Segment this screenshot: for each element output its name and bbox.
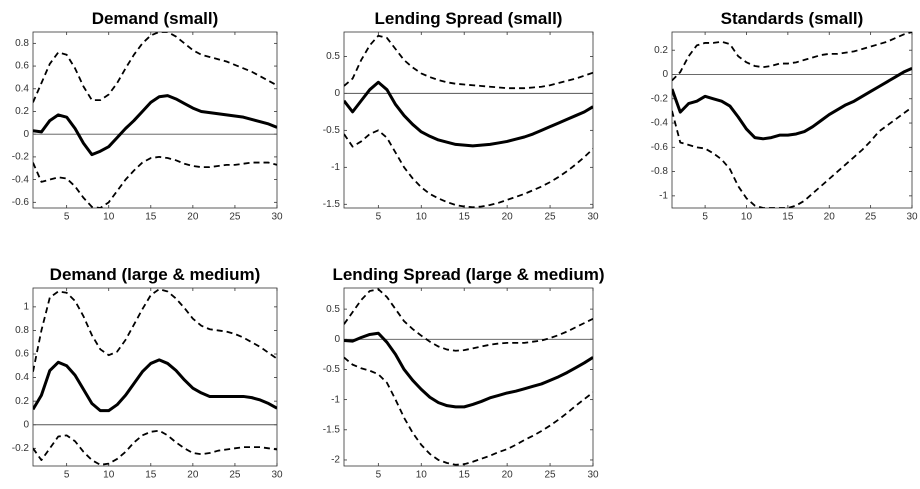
x-tick-label: 15 [459,212,471,223]
axes-box [671,31,913,209]
x-tick-label: 20 [824,212,836,223]
y-tick-label: 0.2 [15,106,29,117]
x-tick-label: 30 [271,470,283,481]
panel-title: Demand (large & medium) [50,265,261,284]
panel: Standards (small) -1 -0.8 -0.6 -0.4 -0.2 0 0.2 5… [651,9,918,223]
x-tick-label: 5 [64,470,70,481]
plot-area [344,34,593,208]
y-tick-label: 0 [334,334,340,345]
y-tick-label: -1 [331,394,340,405]
y-tick-label: -1 [659,191,668,202]
series-line [33,429,277,466]
y-tick-label: -0.6 [12,197,30,208]
y-tick-label: -0.2 [651,93,669,104]
plot-area [672,32,912,208]
x-tick-label: 10 [416,470,428,481]
x-tick-label: 30 [271,212,283,223]
series-line [344,356,593,466]
panel: Demand (large & medium) -0.2 0 0.2 0.4 0.6 0.8… [12,265,283,481]
x-tick-label: 15 [145,212,157,223]
y-tick-label: 0.5 [326,51,340,62]
series-line [344,331,593,409]
x-tick-label: 15 [782,212,794,223]
panel-title: Lending Spread (large & medium) [332,265,604,284]
y-tick-label: 0.6 [15,61,29,72]
x-tick-label: 20 [502,212,514,223]
y-tick-label: -0.2 [12,443,30,454]
y-tick-label: 0.6 [15,349,29,360]
x-tick-label: 30 [587,212,599,223]
axes-box [343,287,594,467]
x-tick-label: 5 [376,470,382,481]
series-line [672,106,912,208]
y-tick-label: -1 [331,162,340,173]
y-tick-label: -1.5 [323,199,341,210]
plot-area [344,288,593,466]
y-tick-label: -0.4 [12,174,30,185]
y-tick-label: -1.5 [323,424,341,435]
x-tick-label: 30 [587,470,599,481]
y-tick-label: 0 [334,88,340,99]
series-line [672,67,912,141]
y-tick-label: -0.8 [651,166,669,177]
x-tick-label: 15 [145,470,157,481]
y-tick-label: -2 [331,455,340,466]
series-line [344,129,593,208]
y-tick-label: 1 [23,302,29,313]
x-tick-label: 10 [103,212,115,223]
series-line [33,94,277,157]
x-tick-label: 25 [229,212,241,223]
y-tick-label: 0 [23,419,29,430]
x-tick-label: 10 [741,212,753,223]
x-tick-label: 5 [64,212,70,223]
x-tick-label: 30 [906,212,918,223]
x-tick-label: 15 [459,470,471,481]
x-tick-label: 10 [416,212,428,223]
y-tick-label: -0.5 [323,125,341,136]
y-tick-label: 0.8 [15,38,29,49]
series-line [33,156,277,208]
panel: Demand (small) -0.6 -0.4 -0.2 0 0.2 0.4 0.6 0.8 5… [12,9,283,223]
series-line [33,32,277,103]
series-line [33,288,277,372]
y-tick-label: 0.4 [15,372,29,383]
x-tick-label: 20 [187,212,199,223]
series-line [344,34,593,90]
y-tick-label: 0.2 [654,45,668,56]
x-tick-label: 25 [865,212,877,223]
x-tick-label: 25 [229,470,241,481]
x-tick-label: 25 [545,212,557,223]
x-tick-label: 5 [702,212,708,223]
y-tick-label: 0.8 [15,325,29,336]
series-line [33,358,277,413]
axes-box [343,31,594,209]
y-tick-label: -0.2 [12,152,30,163]
series-line [344,288,593,352]
y-tick-label: 0.2 [15,396,29,407]
x-tick-label: 25 [545,470,557,481]
plot-area [33,32,277,208]
panel: Lending Spread (small) -1.5 -1 -0.5 0 0.5 5 10 1… [323,9,599,223]
x-tick-label: 5 [376,212,382,223]
panel: Lending Spread (large & medium) -2 -1.5 -1 -… [323,265,605,481]
panel-title: Demand (small) [92,9,219,28]
panel-title: Standards (small) [721,9,864,28]
series-line [672,32,912,82]
x-tick-label: 10 [103,470,115,481]
y-tick-label: 0 [23,129,29,140]
axes-box [32,287,278,467]
plot-area [33,288,277,466]
y-tick-label: 0 [662,69,668,80]
y-tick-label: -0.4 [651,118,669,129]
y-tick-label: 0.4 [15,83,29,94]
x-tick-label: 20 [502,470,514,481]
y-tick-label: -0.6 [651,142,669,153]
panel-title: Lending Spread (small) [375,9,563,28]
axes-box [32,31,278,209]
y-tick-label: -0.5 [323,364,341,375]
series-line [344,80,593,148]
x-tick-label: 20 [187,470,199,481]
y-tick-label: 0.5 [326,304,340,315]
